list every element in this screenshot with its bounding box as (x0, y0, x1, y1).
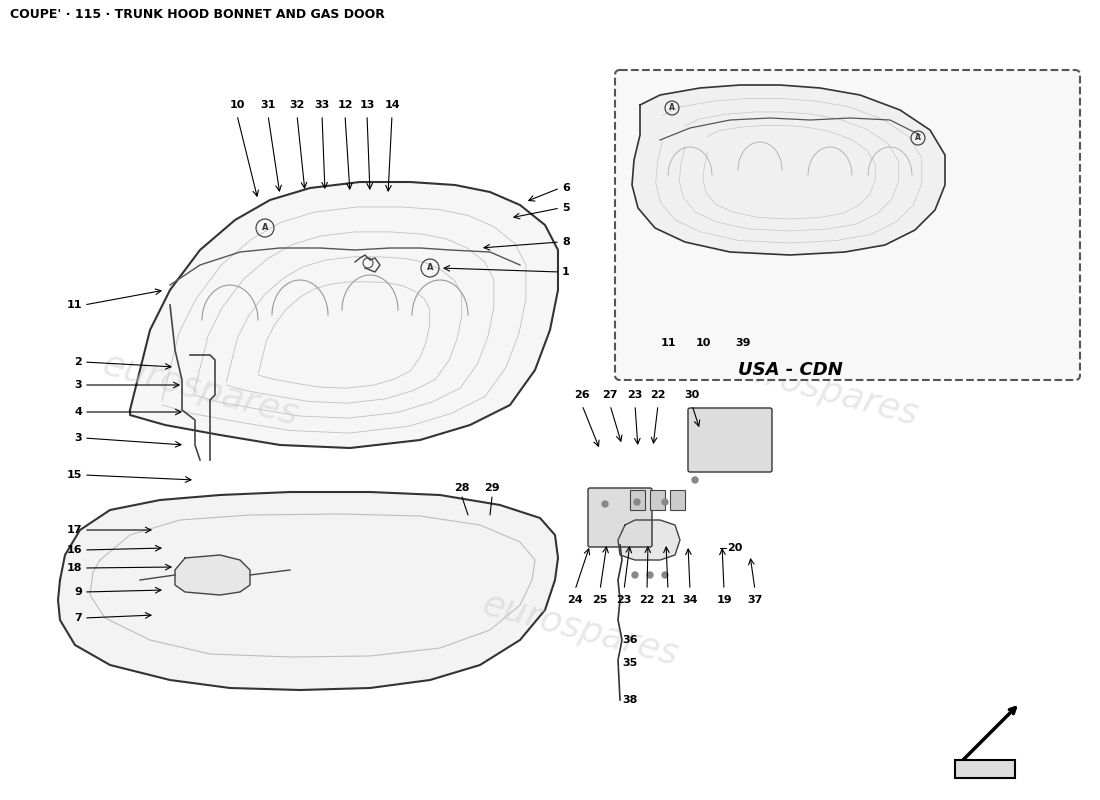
Text: 16: 16 (66, 545, 82, 555)
Text: 39: 39 (735, 338, 750, 348)
Text: 9: 9 (74, 587, 82, 597)
Text: eurospares: eurospares (718, 347, 922, 433)
Circle shape (632, 572, 638, 578)
Text: 2: 2 (75, 357, 82, 367)
Text: 11: 11 (66, 300, 82, 310)
Circle shape (662, 499, 668, 505)
Text: 14: 14 (384, 100, 399, 110)
Text: 26: 26 (574, 390, 590, 400)
Text: 23: 23 (616, 595, 631, 605)
Text: A: A (669, 103, 675, 113)
Text: 21: 21 (660, 595, 675, 605)
Text: 31: 31 (261, 100, 276, 110)
Text: 28: 28 (454, 483, 470, 493)
Polygon shape (618, 520, 680, 560)
Text: eurospares: eurospares (478, 587, 682, 673)
Text: 29: 29 (484, 483, 499, 493)
Text: 8: 8 (562, 237, 570, 247)
Polygon shape (632, 85, 945, 255)
Text: eurospares: eurospares (98, 347, 302, 433)
Polygon shape (175, 555, 250, 595)
Text: 25: 25 (592, 595, 607, 605)
Text: 34: 34 (682, 595, 697, 605)
Text: 30: 30 (684, 390, 700, 400)
Text: 23: 23 (627, 390, 642, 400)
Text: USA - CDN: USA - CDN (738, 361, 843, 379)
Text: 3: 3 (75, 433, 82, 443)
Text: COUPE' · 115 · TRUNK HOOD BONNET AND GAS DOOR: COUPE' · 115 · TRUNK HOOD BONNET AND GAS… (10, 8, 385, 21)
Text: 36: 36 (623, 635, 638, 645)
Text: 37: 37 (747, 595, 762, 605)
Text: 3: 3 (75, 380, 82, 390)
Text: 1: 1 (562, 267, 570, 277)
Bar (630, 490, 645, 510)
Text: 6: 6 (562, 183, 570, 193)
Polygon shape (130, 182, 558, 448)
Text: 20: 20 (727, 543, 742, 553)
Text: 18: 18 (66, 563, 82, 573)
Text: 12: 12 (338, 100, 353, 110)
Text: 17: 17 (66, 525, 82, 535)
Text: 4: 4 (74, 407, 82, 417)
Text: 5: 5 (562, 203, 570, 213)
Text: 15: 15 (67, 470, 82, 480)
Text: 35: 35 (623, 658, 638, 668)
Text: 22: 22 (639, 595, 654, 605)
Text: A: A (915, 134, 921, 142)
Circle shape (634, 499, 640, 505)
FancyBboxPatch shape (588, 488, 652, 547)
Text: 7: 7 (75, 613, 82, 623)
Text: A: A (427, 263, 433, 273)
Bar (650, 490, 666, 510)
Text: 13: 13 (360, 100, 375, 110)
Text: 38: 38 (623, 695, 638, 705)
Bar (955, 760, 1015, 778)
Text: 11: 11 (660, 338, 675, 348)
Text: 32: 32 (289, 100, 305, 110)
Text: 24: 24 (568, 595, 583, 605)
Text: 10: 10 (229, 100, 244, 110)
Bar (670, 490, 685, 510)
Text: 27: 27 (603, 390, 618, 400)
Circle shape (647, 572, 653, 578)
Polygon shape (58, 492, 558, 690)
FancyBboxPatch shape (688, 408, 772, 472)
Text: 19: 19 (716, 595, 732, 605)
Text: 33: 33 (315, 100, 330, 110)
Text: 10: 10 (695, 338, 711, 348)
FancyBboxPatch shape (615, 70, 1080, 380)
Text: A: A (262, 223, 268, 233)
Circle shape (692, 477, 698, 483)
Text: 22: 22 (650, 390, 666, 400)
Circle shape (602, 501, 608, 507)
Circle shape (662, 572, 668, 578)
